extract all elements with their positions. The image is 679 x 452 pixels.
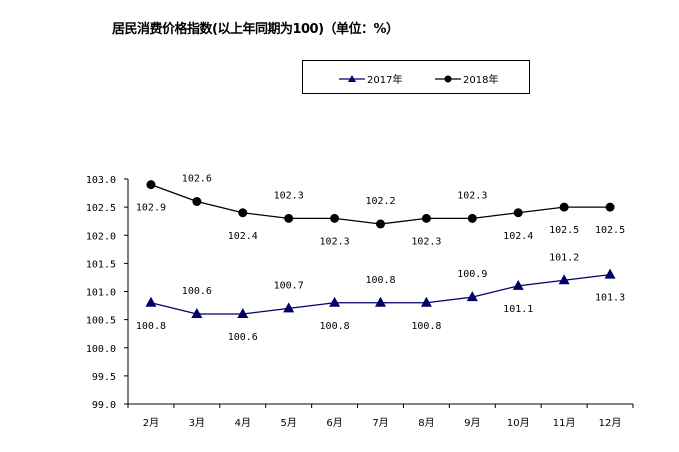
data-label: 102.5 (549, 225, 579, 236)
data-point-circle (559, 202, 569, 212)
data-label: 100.8 (320, 321, 350, 332)
data-label: 100.6 (182, 286, 212, 297)
x-tick-label: 11月 (553, 417, 576, 429)
data-label: 102.2 (365, 196, 395, 207)
data-label: 100.9 (457, 269, 487, 280)
x-tick-label: 2月 (143, 417, 159, 429)
data-label: 100.6 (228, 332, 258, 343)
x-tick-label: 3月 (189, 417, 205, 429)
legend-label-2017: 2017年 (367, 75, 403, 86)
y-tick-label: 99.5 (92, 372, 116, 383)
x-tick-label: 10月 (507, 417, 530, 429)
data-point-triangle (237, 308, 249, 318)
data-label: 102.3 (457, 190, 487, 201)
data-point-triangle (329, 296, 341, 307)
data-point-triangle (420, 296, 432, 307)
y-tick-label: 99.0 (92, 400, 116, 411)
x-tick-label: 4月 (235, 417, 251, 429)
x-tick-label: 6月 (326, 417, 342, 429)
y-tick-label: 100.0 (86, 344, 116, 355)
data-label: 100.8 (136, 321, 166, 332)
y-tick-label: 102.0 (86, 231, 116, 242)
x-tick-label: 5月 (280, 417, 296, 429)
data-point-circle (376, 219, 385, 229)
data-label: 102.3 (274, 190, 304, 201)
data-point-circle (467, 213, 477, 223)
y-tick-label: 103.0 (86, 175, 116, 186)
data-label: 100.8 (365, 275, 395, 286)
data-point-circle (513, 208, 523, 218)
circle-marker-icon (435, 75, 461, 82)
y-tick-label: 101.0 (86, 288, 116, 299)
x-tick-label: 9月 (464, 417, 480, 429)
data-point-triangle (512, 279, 524, 290)
data-point-triangle (604, 268, 616, 279)
data-label: 102.5 (595, 225, 625, 236)
data-point-circle (605, 202, 615, 212)
data-point-triangle (191, 308, 203, 318)
data-label: 100.7 (274, 280, 304, 291)
data-point-circle (330, 213, 340, 223)
data-label: 101.3 (595, 293, 625, 304)
data-point-circle (421, 213, 431, 223)
data-label: 102.6 (182, 174, 212, 185)
data-label: 102.3 (320, 236, 350, 247)
legend-label-2018: 2018年 (463, 75, 499, 86)
data-point-circle (284, 213, 294, 223)
data-label: 101.1 (503, 304, 533, 315)
triangle-marker-icon (339, 74, 365, 82)
data-point-triangle (558, 274, 570, 285)
data-label: 102.4 (228, 231, 258, 242)
data-label: 102.4 (503, 231, 533, 242)
legend: 2017年 2018年 (302, 60, 530, 94)
y-tick-label: 100.5 (86, 316, 116, 327)
data-label: 100.8 (411, 321, 441, 332)
legend-item-2018: 2018年 (435, 71, 498, 86)
chart-title: 居民消费价格指数(以上年同期为100)（单位：%） (112, 22, 399, 37)
x-tick-label: 12月 (599, 417, 622, 429)
data-label: 101.2 (549, 252, 579, 263)
data-label: 102.9 (136, 203, 166, 214)
data-point-circle (238, 208, 248, 218)
data-point-triangle (466, 291, 478, 302)
x-tick-label: 8月 (418, 417, 434, 429)
data-point-triangle (283, 302, 295, 313)
data-label: 102.3 (411, 236, 441, 247)
data-point-triangle (145, 296, 157, 307)
data-point-circle (192, 197, 202, 206)
y-tick-label: 102.5 (86, 203, 116, 214)
data-point-triangle (375, 296, 386, 307)
data-point-circle (146, 180, 156, 190)
legend-item-2017: 2017年 (339, 71, 402, 86)
x-tick-label: 7月 (372, 417, 388, 429)
y-tick-label: 101.5 (86, 259, 116, 270)
